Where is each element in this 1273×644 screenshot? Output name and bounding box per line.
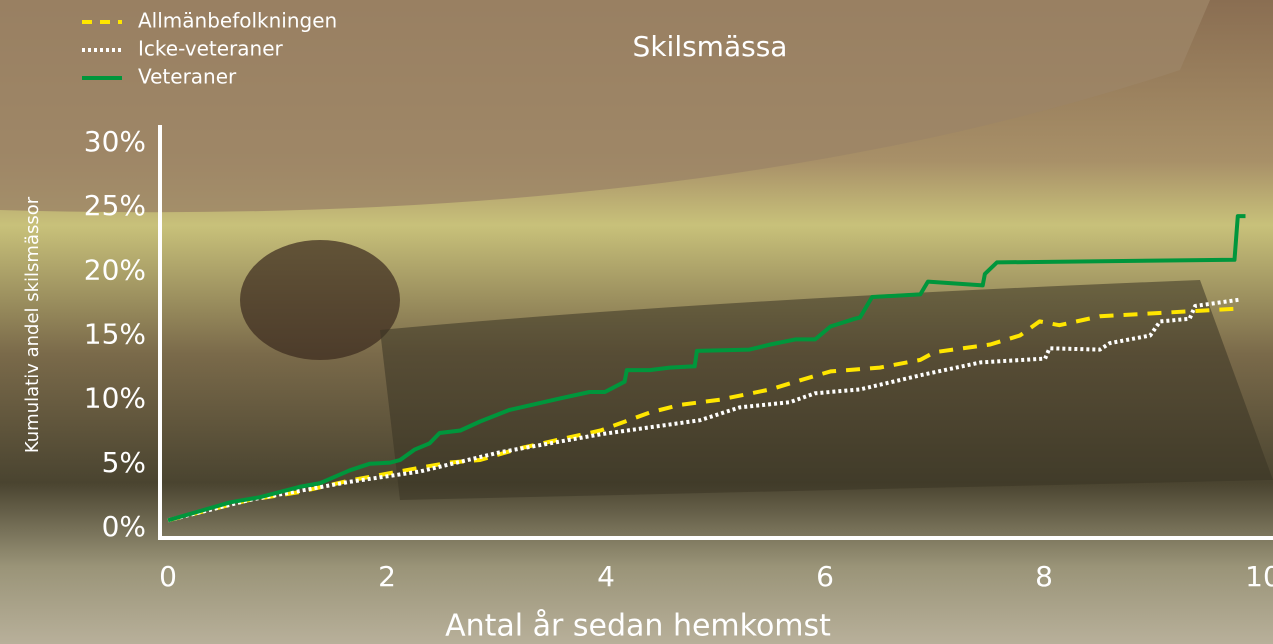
x-tick-label: 8 [1035,560,1053,593]
x-tick-label: 6 [816,560,834,593]
data-line [167,306,1241,523]
background-tarp [0,0,1210,213]
y-tick-label: 0% [102,510,146,543]
y-tick-label: 20% [84,253,146,286]
legend-label: Veteraner [138,65,237,89]
legend-label: Icke-veteraner [138,37,283,61]
x-axis-label: Antal år sedan hemkomst [445,609,831,644]
x-tick-label: 10 [1245,560,1273,593]
x-tick-label: 4 [597,560,615,593]
y-tick-label: 10% [84,382,146,415]
chart-title: Skilsmässa [633,30,788,63]
y-axis-label: Kumulativ andel skilsmässor [22,196,43,453]
background-figure [240,240,400,360]
data-line [167,214,1246,523]
background-figure [380,280,1273,500]
y-tick-label: 15% [84,318,146,351]
y-tick-label: 5% [102,446,146,479]
x-tick-label: 0 [159,560,177,593]
legend-label: Allmänbefolkningen [138,9,337,33]
y-tick-label: 25% [84,189,146,222]
x-tick-label: 2 [378,560,396,593]
y-tick-label: 30% [84,125,146,158]
